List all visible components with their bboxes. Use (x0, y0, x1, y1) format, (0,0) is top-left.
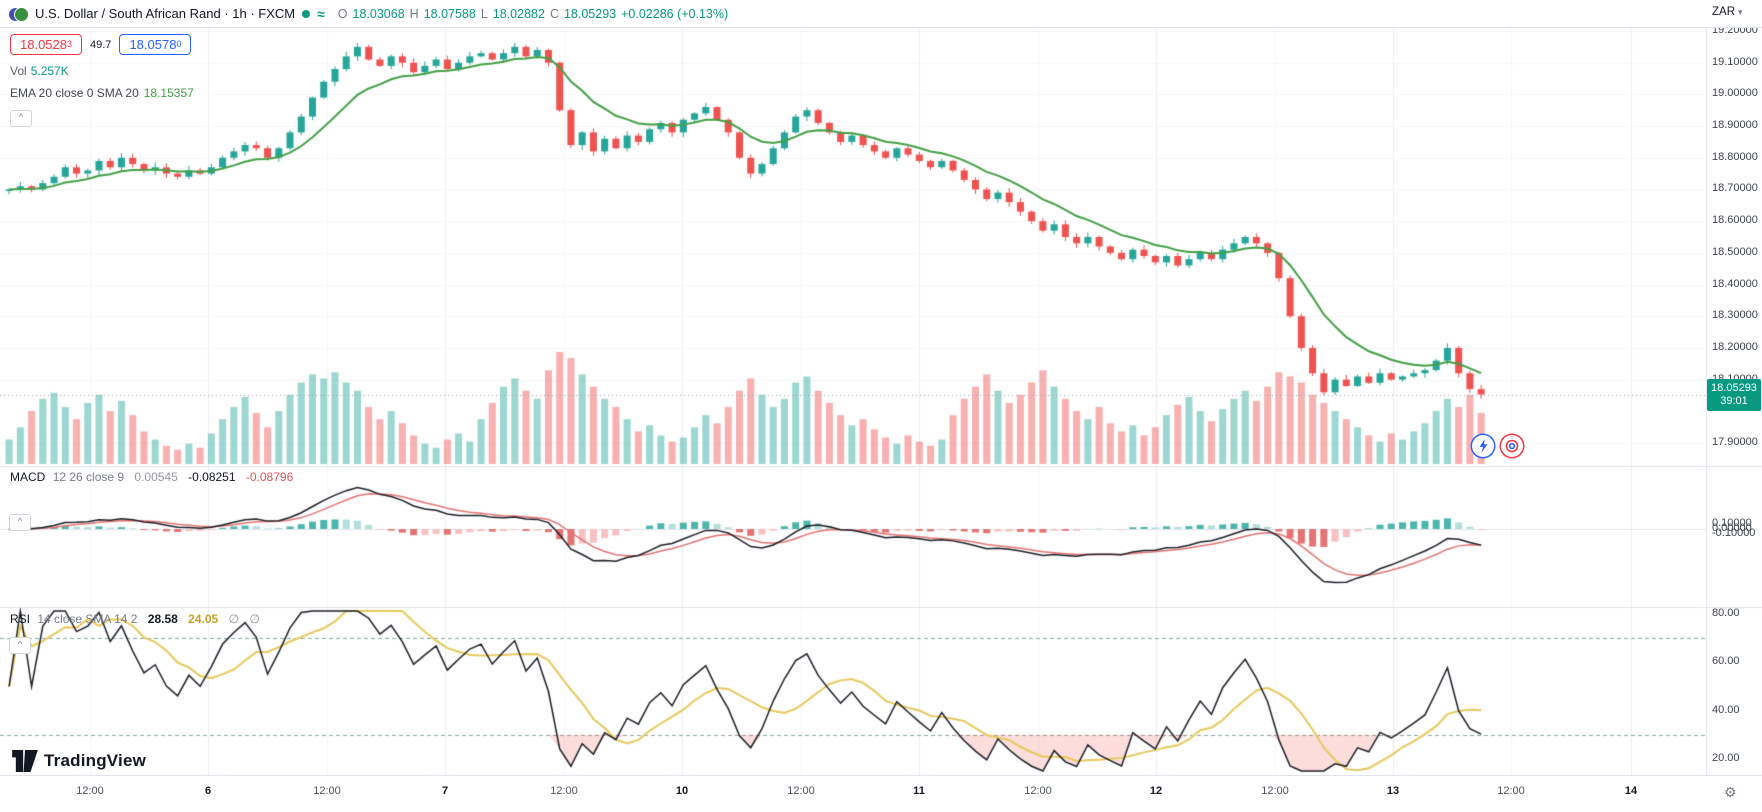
close-value: 18.05293 (563, 6, 617, 21)
currency-label: ZAR (1712, 6, 1735, 18)
price-tick-label: 18.60000 (1712, 214, 1758, 227)
rsi-legend[interactable]: RSI 14 close SMA 14 2 28.58 24.05 ∅ ∅ (10, 612, 260, 626)
rsi-tick-label: 80.00 (1712, 607, 1740, 619)
lightning-trade-button[interactable] (1472, 435, 1494, 457)
macd-pane-collapse-button[interactable]: ^ (9, 514, 31, 531)
low-value: 18.02882 (492, 6, 545, 21)
tradingview-wordmark: TradingView (44, 751, 147, 770)
change-value: +0.02286 (+0.13%) (621, 6, 729, 21)
time-tick-label: 14 (1624, 785, 1638, 797)
low-label: L (480, 6, 488, 21)
time-tick-label: 12:00 (313, 785, 341, 797)
last-price-badge: 18.05293 39:01 (1707, 379, 1761, 411)
time-tick-label: 6 (204, 785, 212, 797)
macd-tick-label: 0.00000 (1712, 522, 1752, 534)
macd-legend[interactable]: MACD 12 26 close 9 0.00545 -0.08251 -0.0… (10, 470, 294, 484)
open-value: 18.03068 (352, 6, 405, 21)
ma-legend[interactable]: EMA 20 close 0 SMA 20 18.15357 (10, 86, 194, 100)
tradingview-logo[interactable]: TradingView (12, 750, 146, 772)
price-tick-label: 18.30000 (1712, 309, 1758, 322)
tradingview-mark-icon (12, 750, 38, 772)
order-roundel-button[interactable] (1501, 435, 1523, 457)
open-label: O (337, 6, 348, 21)
rsi-tick-label: 40.00 (1712, 703, 1740, 716)
axis-settings-gear-icon[interactable]: ⚙ (1724, 784, 1737, 800)
rsi-tick-label: 20.00 (1712, 752, 1740, 764)
price-tick-label: 18.40000 (1712, 277, 1758, 290)
macd-hist-value: 0.00545 (134, 470, 178, 484)
price-tick-label: 18.20000 (1712, 340, 1758, 353)
time-tick-label: 12:00 (1497, 785, 1525, 797)
quick-trade-buttons (1472, 435, 1523, 457)
price-tick-label: 17.90000 (1712, 435, 1758, 448)
buy-button[interactable]: 18.0578 0 (119, 34, 192, 55)
roundel-icon (1505, 439, 1519, 453)
market-open-dot-icon (302, 9, 311, 18)
price-tick-label: 18.70000 (1712, 182, 1758, 195)
time-tick-label: 10 (675, 785, 689, 797)
price-tick-label: 18.80000 (1712, 150, 1758, 163)
price-tick-label: 19.10000 (1712, 55, 1758, 68)
price-tick-label: 18.50000 (1712, 245, 1758, 258)
ohlc-values: O 18.03068 H 18.07588 L 18.02882 C 18.05293 … (338, 7, 728, 21)
chart-header: U.S. Dollar / South African Rand · 1h · … (0, 0, 1762, 28)
high-label: H (409, 6, 419, 21)
time-axis[interactable]: ⚙ 12:00 6 12:00 7 12:00 10 12:00 11 12:00 12 12:00… (0, 775, 1762, 812)
macd-tick-label: 0.10000 (1712, 517, 1752, 530)
sell-button[interactable]: 18.0528 3 (10, 34, 83, 55)
time-tick-label: 11 (913, 785, 925, 797)
macd-line-value: -0.08251 (188, 470, 236, 484)
time-tick-label: 12 (1149, 785, 1163, 797)
volume-legend[interactable]: Vol 5.257K (10, 64, 69, 78)
last-price-value: 18.05293 (1711, 382, 1757, 394)
spread-value: 49.7 (90, 38, 112, 51)
trade-panel: 18.0528 3 49.7 18.0578 0 (10, 34, 192, 55)
time-tick-label: 12:00 (550, 785, 578, 797)
time-tick-label: 12:00 (76, 785, 104, 797)
delayed-data-icon[interactable]: ≈ (317, 5, 325, 22)
close-label: C (549, 6, 559, 21)
time-tick-label: 13 (1386, 785, 1400, 797)
rsi-value: 28.58 (147, 612, 178, 626)
time-tick-label: 12:00 (787, 785, 815, 797)
chevron-down-icon: ▾ (1738, 6, 1743, 17)
bar-countdown: 39:01 (1720, 395, 1748, 407)
time-tick-label: 7 (441, 785, 449, 797)
rsi-pane-collapse-button[interactable]: ^ (9, 637, 31, 654)
main-pane-collapse-button[interactable]: ^ (10, 110, 32, 127)
time-tick-label: 12:00 (1024, 785, 1052, 797)
rsi-sma-value: 24.05 (188, 612, 219, 626)
high-value: 18.07588 (423, 6, 476, 21)
symbol-flags-icon (8, 6, 29, 22)
rsi-tick-label: 60.00 (1712, 655, 1740, 668)
symbol-title[interactable]: U.S. Dollar / South African Rand · 1h · … (35, 6, 296, 21)
rsi-band-value-1: ∅ (228, 612, 239, 626)
macd-signal-value: -0.08796 (245, 470, 294, 484)
time-tick-label: 12:00 (1261, 785, 1289, 797)
macd-tick-label: -0.10000 (1712, 526, 1756, 539)
rsi-band-value-2: ∅ (249, 612, 260, 626)
price-tick-label: 19.00000 (1712, 87, 1758, 100)
lightning-icon (1479, 439, 1487, 453)
price-scale-currency-dropdown[interactable]: ZAR ▾ (1712, 6, 1743, 18)
price-tick-label: 18.90000 (1712, 119, 1758, 132)
